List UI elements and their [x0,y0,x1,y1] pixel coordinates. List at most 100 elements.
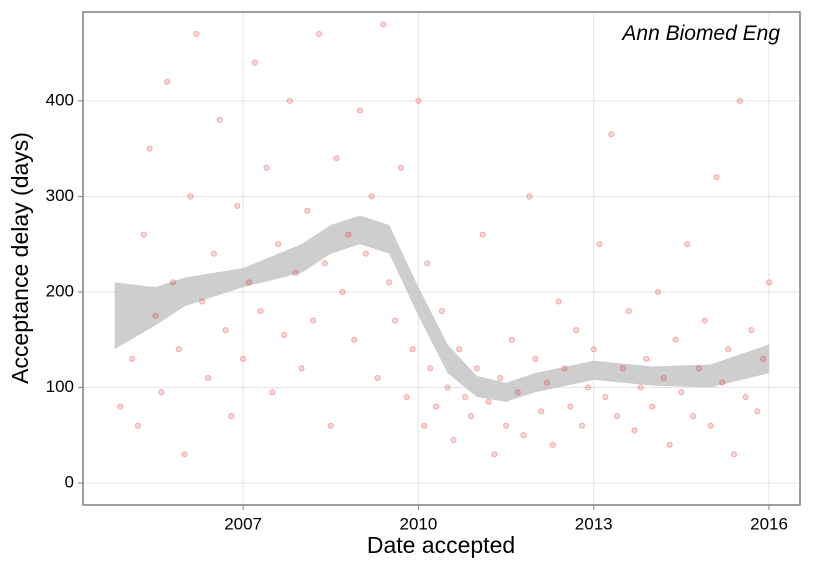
point [625,307,632,315]
point [736,97,743,104]
point [643,355,650,362]
point [187,193,194,200]
plot-panel [83,12,800,505]
point [760,355,767,362]
point [117,403,124,410]
point [689,413,697,420]
point [462,393,469,401]
point [596,241,603,248]
point [181,451,188,458]
point [152,312,159,319]
x-tick-label: 2007 [224,514,262,533]
point [456,346,463,353]
point [210,250,217,257]
point [199,298,206,305]
point [479,231,486,238]
point [251,59,258,66]
point [327,422,334,429]
smooth-band [114,215,770,402]
point [532,355,539,362]
point [351,336,358,343]
point [695,365,703,372]
point [310,317,317,324]
point [175,346,182,353]
point [444,384,451,391]
point [561,365,568,372]
point [240,355,247,362]
point [204,374,212,382]
point [164,78,171,85]
point [368,193,375,200]
point [424,260,431,267]
point [275,241,282,248]
point [573,327,580,334]
point [467,413,475,420]
point [742,393,749,401]
point [333,155,340,162]
point [543,379,551,386]
point [538,408,545,415]
point [497,374,504,382]
point [234,202,241,210]
point [345,231,352,238]
point [555,298,562,305]
point [128,355,136,362]
x-tick-label: 2010 [400,514,438,533]
point [421,422,428,429]
point [450,436,457,444]
point [713,174,720,181]
point [216,116,223,124]
point [649,403,656,410]
point [502,422,510,429]
x-axis-title: Date accepted [367,532,515,558]
point [403,393,410,401]
point [725,346,732,353]
point [304,207,311,214]
point [374,374,381,382]
point [684,241,691,248]
point [754,408,761,415]
point [321,260,329,267]
confidence-band [114,215,770,402]
point [719,379,726,386]
point [678,389,685,396]
point [660,374,667,382]
point [315,30,323,38]
point [590,346,597,353]
point [602,393,609,401]
point [491,451,498,458]
point [654,288,662,296]
point [222,327,229,334]
point [286,97,293,104]
point [292,269,299,276]
point [526,193,533,200]
panel-border [82,11,801,506]
y-tick-label: 200 [46,281,74,300]
y-tick-label: 0 [65,473,74,492]
point [508,336,516,343]
y-axis-title: Acceptance delay (days) [7,132,33,384]
point [380,21,387,28]
point [584,384,591,391]
point [193,30,200,38]
point [415,97,422,104]
point [549,441,556,448]
point [427,365,434,372]
point [672,336,679,343]
point [409,346,416,353]
point [257,307,264,315]
point [485,398,492,405]
point [263,164,270,171]
point [473,365,480,372]
x-tick-label: 2013 [575,514,613,533]
point [730,451,738,458]
point [386,279,393,286]
point [701,317,708,324]
point [438,307,445,315]
point [134,422,142,429]
point [631,427,638,434]
point [146,145,153,152]
point [637,384,644,391]
point [619,365,627,372]
